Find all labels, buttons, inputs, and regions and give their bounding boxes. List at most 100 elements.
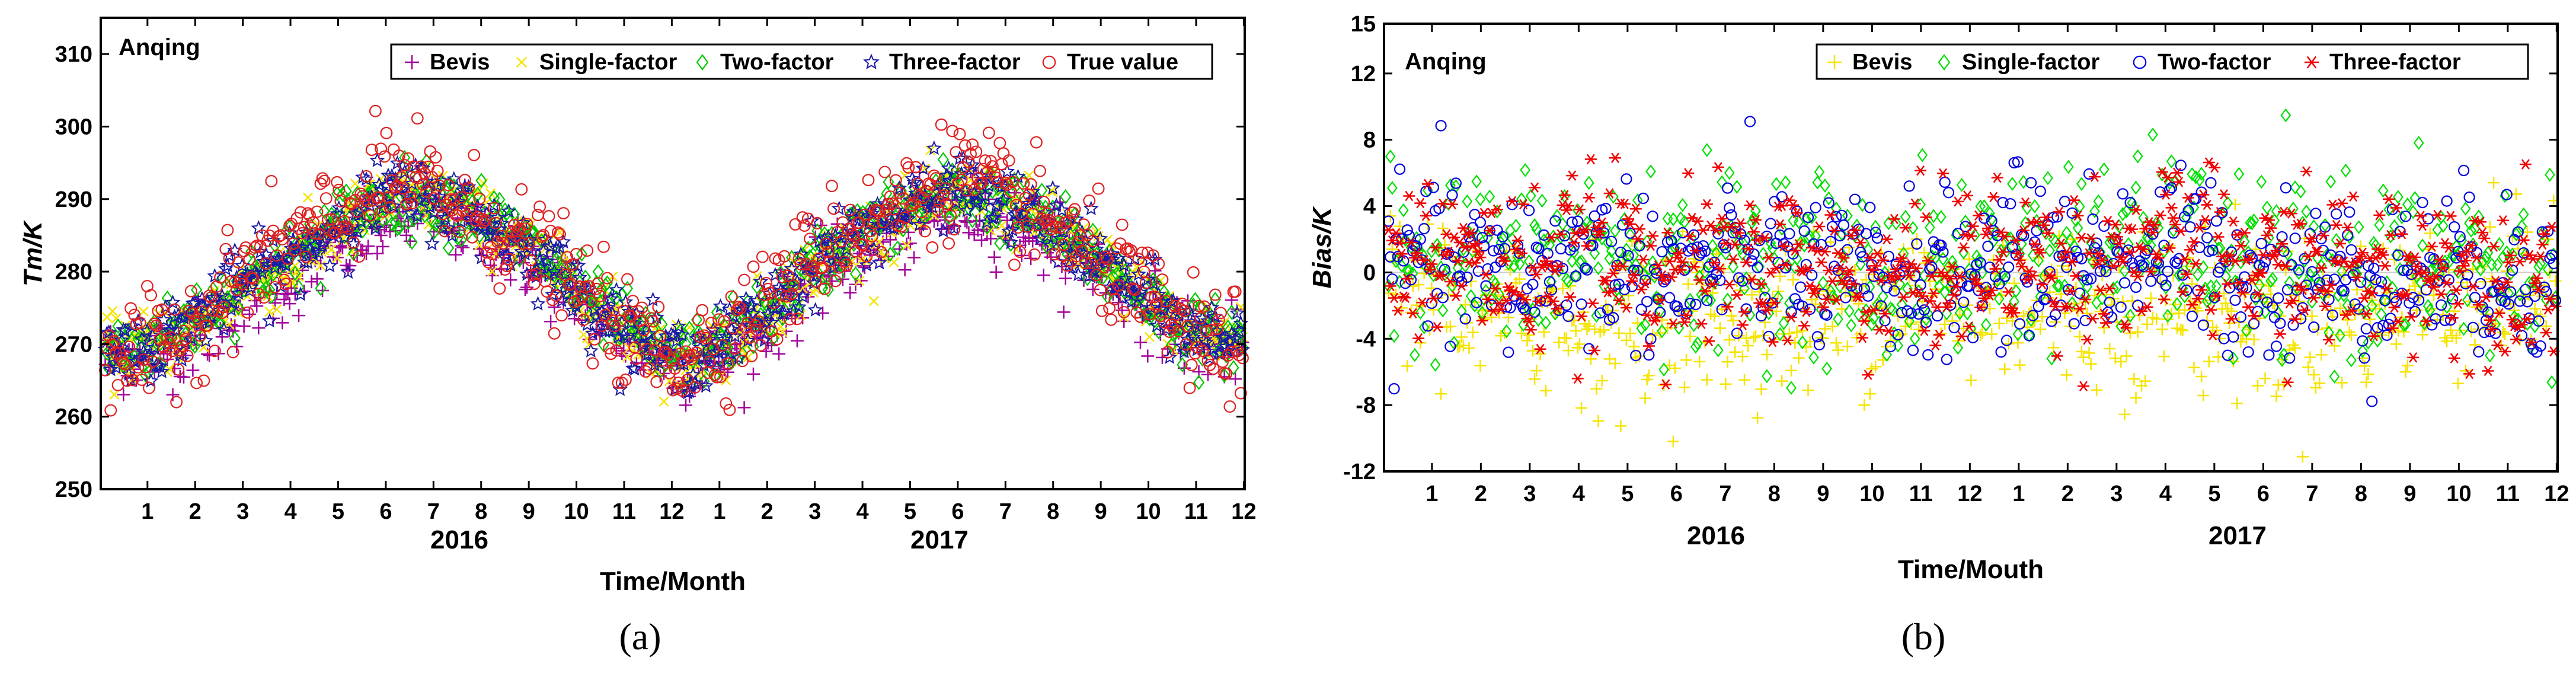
data-point-three-factor [667,381,683,396]
data-point-two-factor [1823,197,1834,209]
data-point-three-factor [632,320,648,335]
data-point-bevis [772,347,786,361]
data-point-bevis [544,315,558,328]
data-point-three-factor [474,250,489,264]
data-point-three-factor [861,216,877,232]
data-point-single-factor [1717,175,1727,190]
data-point-three-factor [117,323,133,338]
data-point-true-value [269,280,282,294]
data-point-three-factor [682,383,698,398]
data-point-two-factor [145,318,157,334]
data-point-bevis [1721,356,1734,368]
data-point-three-factor [605,306,621,321]
data-point-single-factor [1471,174,1482,189]
data-point-bevis [376,240,389,253]
data-point-bevis [1974,328,1987,341]
data-point-three-factor [645,292,661,307]
data-point-three-factor [143,373,159,388]
data-point-single-factor [2518,207,2529,222]
data-point-two-factor [925,187,937,202]
x-tick-label: 8 [475,499,487,524]
data-point-three-factor [420,182,436,197]
data-point-bevis [2195,371,2208,383]
panel-a-caption: (a) [619,615,661,658]
data-point-bevis [2118,408,2131,420]
data-point-three-factor [490,209,506,225]
data-point-bevis [401,219,415,233]
data-point-two-factor [707,333,719,349]
data-point-bevis [250,299,264,313]
data-point-bevis [1714,322,1726,334]
data-point-two-factor [1228,360,1239,375]
data-point-true-value [265,175,278,187]
x-tick-label: 3 [808,499,821,524]
data-point-bevis [1412,279,1425,291]
y-tick-label: 270 [55,332,92,357]
x-tick-label: 12 [1231,499,1256,524]
panel-a-y-axis-title: Tm/K [18,219,47,286]
data-point-single-factor [1632,193,1643,208]
data-point-two-factor [1490,261,1501,273]
data-point-true-value [548,327,561,340]
data-point-single-factor [1677,197,1688,212]
data-point-bevis [2388,253,2401,266]
data-point-bevis [276,316,289,330]
data-point-bevis [1684,330,1696,343]
data-point-two-factor [318,203,330,219]
data-point-two-factor [1005,237,1017,252]
data-point-single-factor [2098,162,2110,177]
data-point-bevis [2484,221,2496,233]
data-point-two-factor [377,212,389,228]
data-point-two-factor [2242,346,2254,358]
data-point-single-factor [2007,177,2018,191]
data-point-two-factor [2229,294,2241,306]
data-point-bevis [362,240,375,253]
data-point-two-factor [576,246,588,262]
data-point-single-factor [2130,180,2142,195]
data-point-single-factor [1786,381,1797,395]
data-point-two-factor [2005,198,2016,210]
data-point-bevis [1682,278,1695,291]
data-point-bevis [2343,326,2356,339]
data-point-three-factor [362,197,378,212]
data-point-true-value [1024,178,1037,191]
data-point-bevis [1993,317,2005,330]
data-point-two-factor [1849,193,1861,205]
data-point-two-factor [1542,247,1554,260]
data-point-two-factor [546,266,558,282]
data-point-three-factor [198,333,213,347]
data-point-two-factor [2130,281,2142,294]
data-point-three-factor [216,321,232,336]
data-point-three-factor [196,298,212,313]
data-point-two-factor [1907,345,1919,356]
data-point-two-factor [1643,349,1655,361]
data-point-two-factor [1388,383,1400,395]
data-point-three-factor [760,307,776,321]
data-point-true-value [369,104,382,117]
data-point-single-factor [2233,167,2245,181]
data-point-two-factor [188,339,201,354]
data-point-bevis [2428,289,2440,301]
data-point-single-factor [1712,343,1724,358]
data-point-three-factor [745,305,761,321]
data-point-true-value [935,118,948,131]
data-point-two-factor [315,280,327,296]
data-point-single-factor [2546,375,2557,390]
data-point-two-factor [1647,210,1658,222]
data-point-single-factor [1510,218,1522,233]
data-point-two-factor [2255,238,2267,250]
data-point-two-factor [1995,346,2007,358]
data-point-single-factor [1724,165,1735,180]
data-point-single-factor [1430,358,1441,372]
x-tick-label: 9 [1095,499,1107,524]
data-point-bevis [975,234,988,247]
data-point-three-factor [539,253,555,268]
data-point-three-factor [494,215,509,231]
data-point-two-factor [2117,188,2129,200]
x-tick-label: 7 [999,499,1012,524]
data-point-two-factor [1836,209,1848,221]
data-point-three-factor [840,229,856,244]
data-point-bevis [1133,336,1147,349]
x-tick-label: 9 [523,499,535,524]
